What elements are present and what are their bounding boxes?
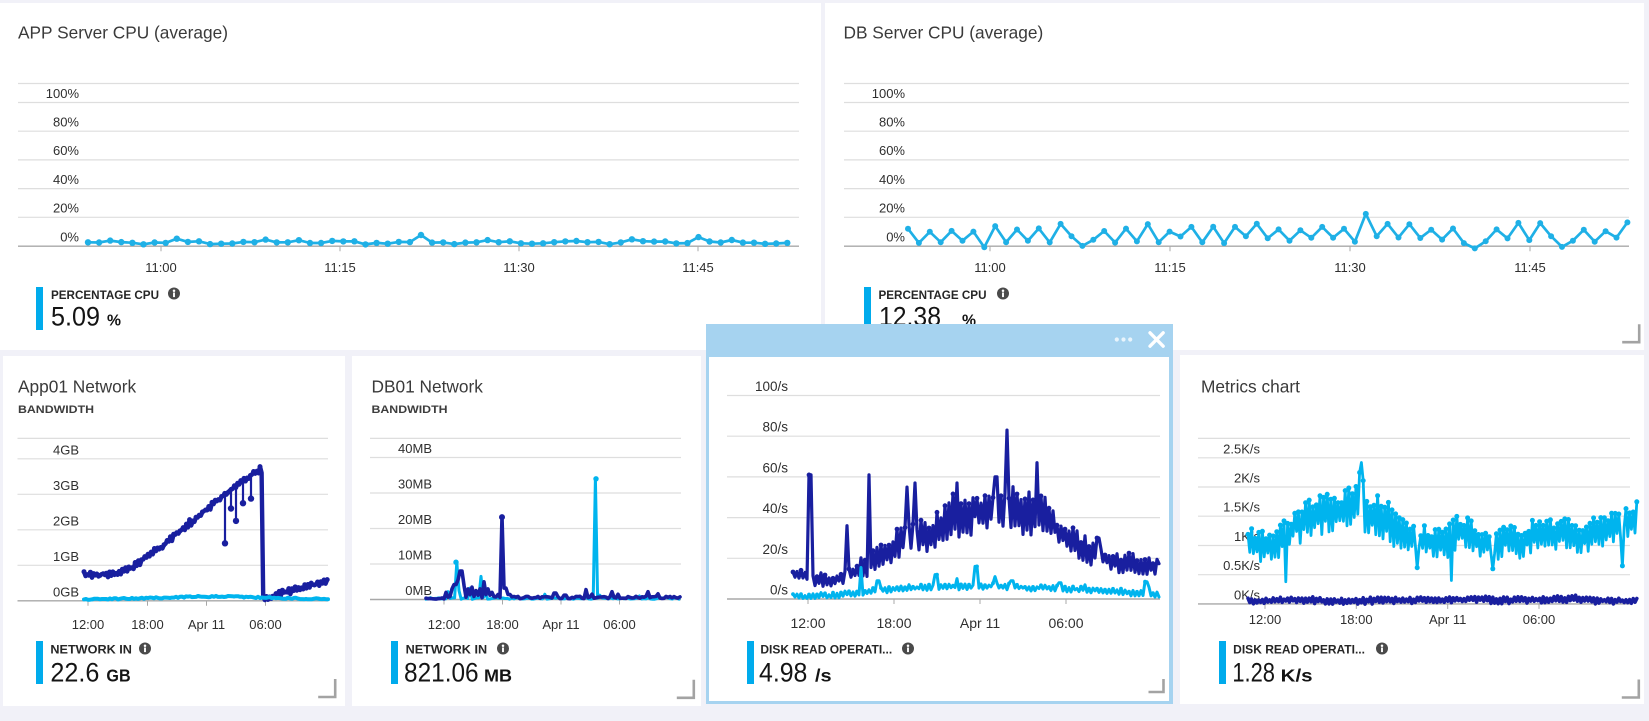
svg-text:3GB: 3GB (53, 478, 79, 493)
svg-text:11:30: 11:30 (503, 260, 535, 275)
svg-text:11:15: 11:15 (1154, 260, 1186, 275)
svg-text:4GB: 4GB (53, 442, 79, 457)
svg-text:2.5K/s: 2.5K/s (1223, 441, 1260, 456)
svg-text:100%: 100% (46, 86, 80, 101)
svg-text:06:00: 06:00 (249, 617, 282, 632)
svg-text:0GB: 0GB (53, 584, 79, 599)
svg-text:60%: 60% (879, 143, 905, 158)
svg-text:DISK READ OPERATI...: DISK READ OPERATI... (760, 645, 892, 657)
svg-text:2K/s: 2K/s (1234, 471, 1261, 486)
svg-text:18:00: 18:00 (1340, 612, 1373, 627)
svg-text:Apr 11: Apr 11 (188, 617, 225, 632)
svg-text:06:00: 06:00 (603, 617, 636, 632)
svg-text:GB: GB (106, 666, 130, 686)
svg-text:821.06: 821.06 (404, 658, 479, 688)
svg-text:BANDWIDTH: BANDWIDTH (18, 404, 94, 416)
svg-text:BANDWIDTH: BANDWIDTH (372, 404, 448, 416)
svg-text:Apr 11: Apr 11 (960, 615, 1000, 631)
svg-text:%: % (107, 313, 121, 330)
svg-text:22.6: 22.6 (50, 658, 99, 688)
svg-text:1GB: 1GB (53, 549, 79, 564)
svg-text:10MB: 10MB (398, 548, 432, 563)
svg-text:Metrics chart: Metrics chart (1201, 377, 1300, 397)
svg-text:NETWORK IN: NETWORK IN (50, 645, 131, 657)
svg-text:Apr 11: Apr 11 (1429, 612, 1466, 627)
svg-text:0%: 0% (886, 230, 905, 245)
svg-text:0%: 0% (60, 230, 79, 245)
svg-text:5.09: 5.09 (51, 302, 100, 332)
svg-text:40MB: 40MB (398, 441, 432, 456)
svg-text:40%: 40% (879, 172, 905, 187)
svg-text:Apr 11: Apr 11 (542, 617, 579, 632)
svg-text:DB01 Network: DB01 Network (372, 377, 484, 397)
svg-text:1.28: 1.28 (1232, 658, 1275, 688)
svg-text:20/s: 20/s (762, 542, 788, 557)
svg-text:0MB: 0MB (405, 583, 432, 598)
svg-text:20%: 20% (53, 201, 79, 216)
svg-text:60%: 60% (53, 143, 79, 158)
svg-text:11:00: 11:00 (974, 260, 1006, 275)
svg-text:0.5K/s: 0.5K/s (1223, 558, 1260, 573)
svg-text:18:00: 18:00 (876, 615, 911, 631)
svg-text:K/s: K/s (1281, 666, 1313, 686)
svg-text:80%: 80% (879, 115, 905, 130)
svg-text:MB: MB (484, 666, 512, 686)
svg-text:30MB: 30MB (398, 477, 432, 492)
svg-text:DB Server CPU (average): DB Server CPU (average) (844, 23, 1044, 43)
svg-text:06:00: 06:00 (1523, 612, 1556, 627)
svg-text:2GB: 2GB (53, 513, 79, 528)
svg-text:11:15: 11:15 (324, 260, 356, 275)
svg-text:0/s: 0/s (770, 583, 788, 598)
svg-text:12:00: 12:00 (72, 617, 105, 632)
svg-text:0K/s: 0K/s (1234, 587, 1261, 602)
svg-text:18:00: 18:00 (131, 617, 164, 632)
svg-text:12:00: 12:00 (1249, 612, 1282, 627)
svg-text:60/s: 60/s (762, 460, 788, 475)
svg-text:PERCENTAGE CPU: PERCENTAGE CPU (879, 290, 987, 302)
svg-text:12:00: 12:00 (790, 615, 825, 631)
svg-text:NETWORK IN: NETWORK IN (406, 645, 488, 657)
svg-text:20MB: 20MB (398, 512, 432, 527)
svg-text:1.5K/s: 1.5K/s (1223, 500, 1260, 515)
svg-text:20%: 20% (879, 201, 905, 216)
svg-text:APP Server CPU (average): APP Server CPU (average) (18, 23, 228, 43)
svg-text:100/s: 100/s (755, 379, 788, 394)
svg-text:4.98: 4.98 (759, 658, 807, 688)
svg-text:11:00: 11:00 (145, 260, 177, 275)
svg-text:PERCENTAGE CPU: PERCENTAGE CPU (51, 290, 159, 302)
svg-text:18:00: 18:00 (486, 617, 519, 632)
svg-text:11:45: 11:45 (1514, 260, 1546, 275)
svg-text:40/s: 40/s (762, 501, 788, 516)
svg-text:12:00: 12:00 (428, 617, 461, 632)
svg-text:11:45: 11:45 (682, 260, 714, 275)
svg-text:100%: 100% (872, 86, 906, 101)
svg-text:DISK READ OPERATI...: DISK READ OPERATI... (1233, 645, 1365, 657)
svg-text:/s: /s (815, 666, 832, 686)
svg-text:11:30: 11:30 (1334, 260, 1366, 275)
svg-text:06:00: 06:00 (1048, 615, 1083, 631)
svg-text:80%: 80% (53, 115, 79, 130)
svg-text:App01 Network: App01 Network (18, 377, 137, 397)
svg-text:40%: 40% (53, 172, 79, 187)
svg-text:80/s: 80/s (762, 420, 788, 435)
